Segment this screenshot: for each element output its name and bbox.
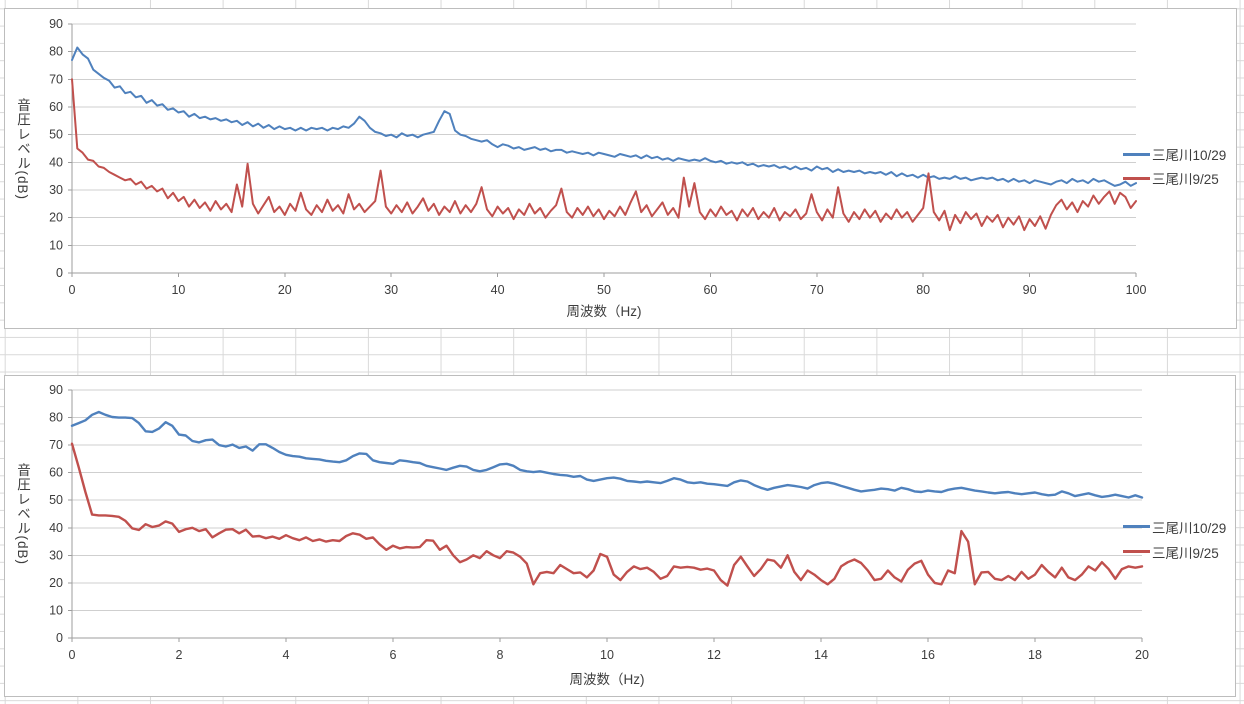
legend-item-1029[interactable]: 三尾川10/29 [1123, 514, 1226, 539]
x-tick-label: 2 [176, 648, 183, 662]
plot-area-bottom: 0 10 20 30 40 50 60 70 80 90 0 2 4 6 8 10 12 14 16 18 20 [49, 383, 1149, 662]
legend-line-blue [1123, 525, 1150, 528]
series-line-red [70, 442, 1144, 587]
x-tick-label: 50 [597, 283, 611, 297]
x-tick-label: 0 [69, 648, 76, 662]
y-tick-label: 50 [49, 128, 63, 142]
y-tick-label: 0 [56, 266, 63, 280]
y-tick-label: 90 [49, 17, 63, 31]
x-tick-label: 80 [916, 283, 930, 297]
series-line-blue [71, 46, 1137, 187]
legend-line-blue [1123, 152, 1150, 156]
x-tick-label: 100 [1126, 283, 1147, 297]
chart-object-bottom[interactable]: 0 10 20 30 40 50 60 70 80 90 0 2 4 6 8 10 12 14 16 18 20 音圧レ… [4, 375, 1236, 697]
y-tick-label: 10 [49, 603, 63, 617]
x-axis-title: 周波数（Hz) [569, 672, 645, 687]
legend-item-1029[interactable]: 三尾川10/29 [1123, 142, 1226, 166]
x-tick-label: 20 [278, 283, 292, 297]
x-tick-label: 18 [1028, 648, 1042, 662]
x-tick-label: 90 [1023, 283, 1037, 297]
legend[interactable]: 三尾川10/29 三尾川9/25 [1123, 142, 1226, 190]
x-tick-label: 10 [171, 283, 185, 297]
y-tick-label: 90 [49, 383, 63, 397]
y-tick-label: 40 [49, 521, 63, 535]
x-tick-label: 30 [384, 283, 398, 297]
x-tick-label: 14 [814, 648, 828, 662]
legend-label: 三尾川10/29 [1152, 520, 1227, 536]
x-tick-label: 10 [600, 648, 614, 662]
legend[interactable]: 三尾川10/29 三尾川9/25 [1123, 514, 1226, 564]
x-tick-label: 40 [491, 283, 505, 297]
x-tick-label: 0 [69, 283, 76, 297]
y-tick-label: 50 [49, 493, 63, 507]
x-tick-label: 8 [497, 648, 504, 662]
y-tick-label: 60 [49, 466, 63, 480]
chart-object-top[interactable]: 0 10 20 30 40 50 60 70 80 90 0 10 20 30 40 50 60 70 80 90 10… [4, 8, 1237, 329]
legend-line-red [1123, 176, 1150, 180]
x-tick-label: 20 [1135, 648, 1149, 662]
y-tick-label: 70 [49, 438, 63, 452]
x-tick-label: 60 [703, 283, 717, 297]
series-line-red [71, 78, 1137, 232]
x-tick-label: 70 [810, 283, 824, 297]
y-tick-label: 60 [49, 100, 63, 114]
x-axis-title: 周波数（Hz) [566, 304, 642, 319]
y-tick-label: 80 [49, 411, 63, 425]
y-tick-label: 80 [49, 45, 63, 59]
series-line-blue [70, 410, 1144, 499]
plot-area-top: 0 10 20 30 40 50 60 70 80 90 0 10 20 30 40 50 60 70 80 90 10… [49, 17, 1147, 297]
x-tick-label: 6 [390, 648, 397, 662]
y-tick-label: 40 [49, 155, 63, 169]
legend-label: 三尾川10/29 [1152, 148, 1227, 163]
legend-line-red [1123, 550, 1150, 553]
y-axis-title: 音圧レベル(dB) [15, 97, 30, 201]
legend-item-925[interactable]: 三尾川9/25 [1123, 539, 1226, 564]
y-tick-label: 30 [49, 183, 63, 197]
y-tick-label: 0 [56, 631, 63, 645]
x-tick-label: 16 [921, 648, 935, 662]
x-tick-label: 4 [283, 648, 290, 662]
y-tick-label: 20 [49, 211, 63, 225]
x-tick-label: 12 [707, 648, 721, 662]
legend-label: 三尾川9/25 [1152, 172, 1219, 187]
y-tick-label: 20 [49, 576, 63, 590]
y-tick-label: 30 [49, 548, 63, 562]
y-tick-label: 10 [49, 238, 63, 252]
legend-label: 三尾川9/25 [1152, 545, 1219, 561]
y-tick-label: 70 [49, 72, 63, 86]
legend-item-925[interactable]: 三尾川9/25 [1123, 166, 1226, 190]
y-axis-title: 音圧レベル(dB) [15, 462, 30, 566]
